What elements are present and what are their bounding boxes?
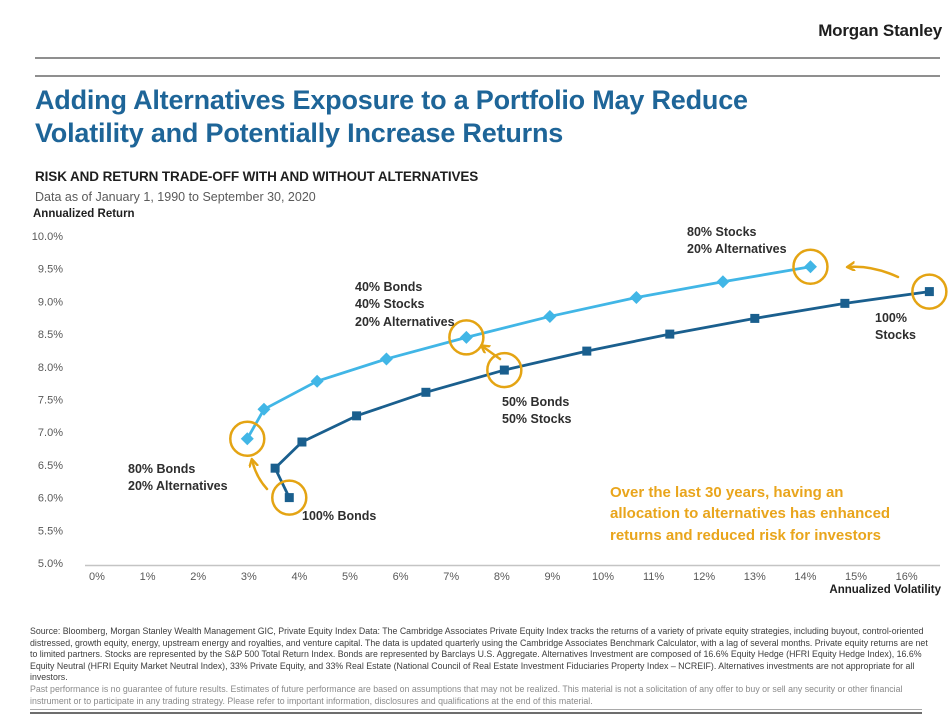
data-point-diamond	[379, 352, 393, 366]
y-tick-label: 6.5%	[38, 460, 63, 472]
y-tick-label: 7.0%	[38, 427, 63, 439]
annotation-arrow	[252, 460, 269, 491]
footer-rule-bottom	[30, 712, 922, 714]
y-tick-label: 5.5%	[38, 525, 63, 537]
data-point-diamond	[459, 330, 473, 344]
header-rule-bottom	[35, 75, 940, 77]
annotation-50-50: 50% Bonds 50% Stocks	[502, 395, 572, 427]
y-tick-label: 8.0%	[38, 362, 63, 374]
y-tick-label: 7.5%	[38, 395, 63, 407]
x-tick-label: 3%	[241, 571, 257, 583]
x-tick-label: 13%	[744, 571, 766, 583]
highlight-circle	[792, 248, 829, 285]
y-tick-label: 5.0%	[38, 558, 63, 570]
x-tick-label: 6%	[393, 571, 409, 583]
y-tick-label: 9.0%	[38, 296, 63, 308]
page-title: Adding Alternatives Exposure to a Portfo…	[35, 85, 748, 149]
highlight-circle	[229, 420, 266, 457]
data-point-diamond	[543, 309, 557, 323]
chart-title: RISK AND RETURN TRADE-OFF WITH AND WITHO…	[35, 169, 479, 184]
x-tick-label: 12%	[693, 571, 715, 583]
data-point-square	[284, 493, 294, 503]
callout-text: Over the last 30 years, having an alloca…	[610, 484, 891, 544]
data-point-square	[499, 365, 509, 375]
x-tick-label: 1%	[140, 571, 156, 583]
x-tick-label: 7%	[443, 571, 459, 583]
annotation-arrow	[848, 267, 900, 279]
x-tick-label: 10%	[592, 571, 614, 583]
data-point-diamond	[803, 260, 817, 274]
y-tick-label: 6.0%	[38, 493, 63, 505]
x-tick-label: 0%	[89, 571, 105, 583]
data-point-square	[270, 463, 280, 473]
annotation-arrow	[482, 346, 502, 361]
y-axis-title: Annualized Return	[33, 208, 135, 220]
disclaimer-note: Past performance is no guarantee of futu…	[30, 684, 903, 706]
y-tick-label: 10.0%	[32, 231, 63, 243]
data-point-square	[924, 287, 934, 297]
x-tick-label: 11%	[643, 571, 664, 583]
highlight-circle	[486, 351, 523, 389]
x-tick-label: 14%	[794, 571, 816, 583]
annotation-40-40-20: 40% Bonds 40% Stocks 20% Alternatives	[355, 280, 455, 329]
x-axis-title: Annualized Volatility	[829, 584, 941, 596]
annotation-80-stocks-20-alt: 80% Stocks 20% Alternatives	[687, 225, 787, 257]
data-as-of-note: Data as of January 1, 1990 to September …	[35, 190, 316, 204]
x-tick-label: 4%	[291, 571, 307, 583]
y-tick-label: 8.5%	[38, 329, 63, 341]
annotation-100-stocks: 100% Stocks	[875, 311, 916, 343]
data-point-diamond	[240, 432, 254, 446]
x-tick-label: 2%	[190, 571, 206, 583]
footer-rule-top	[30, 709, 922, 710]
data-point-diamond	[257, 402, 271, 416]
data-point-square	[840, 298, 850, 308]
source-note: Source: Bloomberg, Morgan Stanley Wealth…	[30, 626, 928, 683]
highlight-circle	[911, 273, 948, 310]
x-tick-label: 5%	[342, 571, 358, 583]
data-point-square	[665, 329, 675, 339]
data-point-diamond	[716, 275, 730, 289]
data-point-diamond	[629, 290, 643, 304]
annotation-80-bonds-20-alt: 80% Bonds 20% Alternatives	[128, 462, 228, 494]
x-tick-label: 8%	[494, 571, 510, 583]
x-tick-label: 15%	[845, 571, 867, 583]
data-point-square	[421, 387, 431, 397]
morgan-stanley-logo: Morgan Stanley	[818, 21, 942, 40]
data-point-square	[582, 346, 592, 356]
data-point-square	[352, 411, 362, 421]
x-tick-label: 16%	[896, 571, 918, 583]
header-rule-top	[35, 57, 940, 59]
data-point-square	[750, 313, 760, 323]
annotation-100-bonds: 100% Bonds	[302, 509, 377, 523]
data-point-diamond	[310, 374, 324, 388]
data-point-square	[297, 437, 307, 447]
y-tick-label: 9.5%	[38, 264, 63, 276]
x-tick-label: 9%	[544, 571, 560, 583]
